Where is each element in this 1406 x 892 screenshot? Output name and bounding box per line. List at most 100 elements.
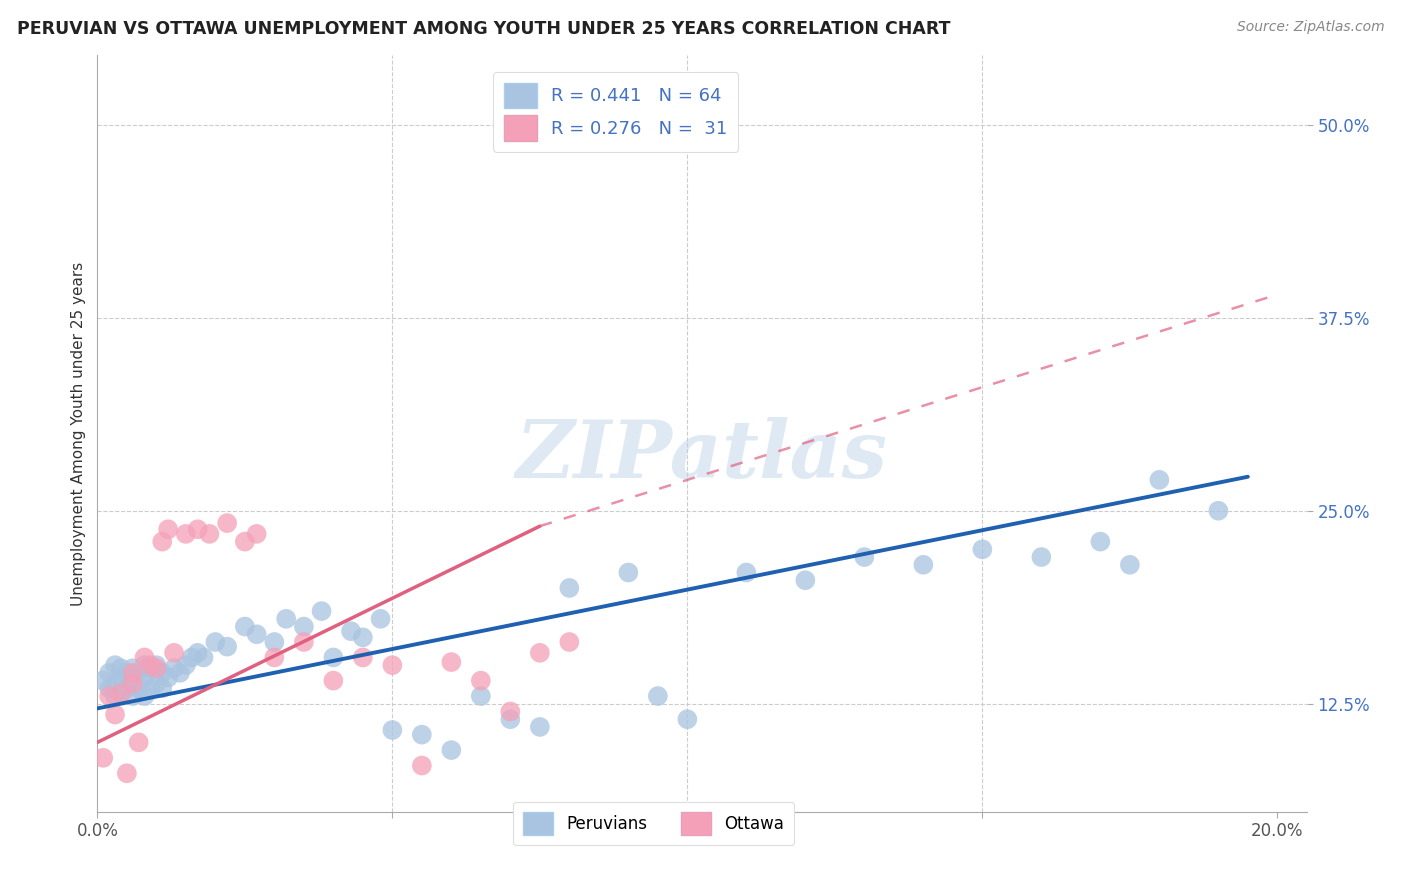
Point [121, 673, 143, 688]
Point [972, 542, 994, 557]
Point [912, 558, 935, 572]
Point [370, 612, 392, 626]
Point [204, 635, 226, 649]
Point [322, 650, 344, 665]
Y-axis label: Unemployment Among Youth under 25 years: Unemployment Among Youth under 25 years [72, 261, 86, 606]
Point [246, 527, 269, 541]
Point [676, 712, 699, 726]
Point [411, 758, 433, 772]
Point [134, 650, 156, 665]
Point [470, 673, 492, 688]
Point [499, 705, 522, 719]
Point [91, 751, 114, 765]
Point [187, 646, 209, 660]
Point [263, 650, 285, 665]
Point [340, 624, 363, 639]
Point [128, 681, 150, 696]
Point [470, 689, 492, 703]
Point [150, 665, 173, 680]
Point [499, 712, 522, 726]
Point [647, 689, 669, 703]
Point [352, 650, 374, 665]
Point [174, 658, 197, 673]
Point [150, 534, 173, 549]
Text: Source: ZipAtlas.com: Source: ZipAtlas.com [1237, 20, 1385, 34]
Point [104, 658, 127, 673]
Point [157, 671, 180, 685]
Point [98, 689, 121, 703]
Point [128, 665, 150, 680]
Point [246, 627, 269, 641]
Point [193, 650, 215, 665]
Point [134, 689, 156, 703]
Point [145, 661, 167, 675]
Point [169, 665, 191, 680]
Point [110, 686, 132, 700]
Point [139, 681, 162, 696]
Point [1119, 558, 1142, 572]
Point [1090, 534, 1112, 549]
Point [217, 516, 239, 530]
Point [121, 661, 143, 675]
Point [187, 522, 209, 536]
Point [352, 631, 374, 645]
Point [104, 707, 127, 722]
Point [121, 689, 143, 703]
Point [128, 735, 150, 749]
Point [134, 671, 156, 685]
Point [558, 635, 581, 649]
Point [311, 604, 333, 618]
Point [292, 619, 315, 633]
Point [139, 661, 162, 675]
Point [263, 635, 285, 649]
Point [617, 566, 640, 580]
Point [198, 527, 221, 541]
Point [381, 723, 404, 737]
Point [134, 658, 156, 673]
Point [139, 658, 162, 673]
Point [180, 650, 202, 665]
Point [322, 673, 344, 688]
Point [174, 527, 197, 541]
Legend: Peruvians, Ottawa: Peruvians, Ottawa [513, 802, 794, 845]
Text: PERUVIAN VS OTTAWA UNEMPLOYMENT AMONG YOUTH UNDER 25 YEARS CORRELATION CHART: PERUVIAN VS OTTAWA UNEMPLOYMENT AMONG YO… [17, 20, 950, 37]
Point [163, 661, 186, 675]
Point [440, 655, 463, 669]
Point [292, 635, 315, 649]
Point [145, 676, 167, 690]
Point [411, 728, 433, 742]
Point [115, 766, 138, 780]
Point [276, 612, 298, 626]
Point [381, 658, 404, 673]
Point [1031, 550, 1053, 565]
Point [110, 661, 132, 675]
Point [104, 689, 127, 703]
Point [529, 720, 551, 734]
Point [121, 676, 143, 690]
Point [217, 640, 239, 654]
Point [121, 665, 143, 680]
Point [91, 673, 114, 688]
Point [1149, 473, 1171, 487]
Point [145, 658, 167, 673]
Point [529, 646, 551, 660]
Point [115, 665, 138, 680]
Point [150, 681, 173, 696]
Point [735, 566, 758, 580]
Text: ZIPatlas: ZIPatlas [516, 417, 889, 495]
Point [98, 665, 121, 680]
Point [110, 686, 132, 700]
Point [98, 681, 121, 696]
Point [233, 534, 256, 549]
Point [115, 681, 138, 696]
Point [794, 573, 817, 587]
Point [163, 646, 186, 660]
Point [110, 671, 132, 685]
Point [1208, 504, 1230, 518]
Point [233, 619, 256, 633]
Point [157, 522, 180, 536]
Point [558, 581, 581, 595]
Point [104, 676, 127, 690]
Point [853, 550, 876, 565]
Point [440, 743, 463, 757]
